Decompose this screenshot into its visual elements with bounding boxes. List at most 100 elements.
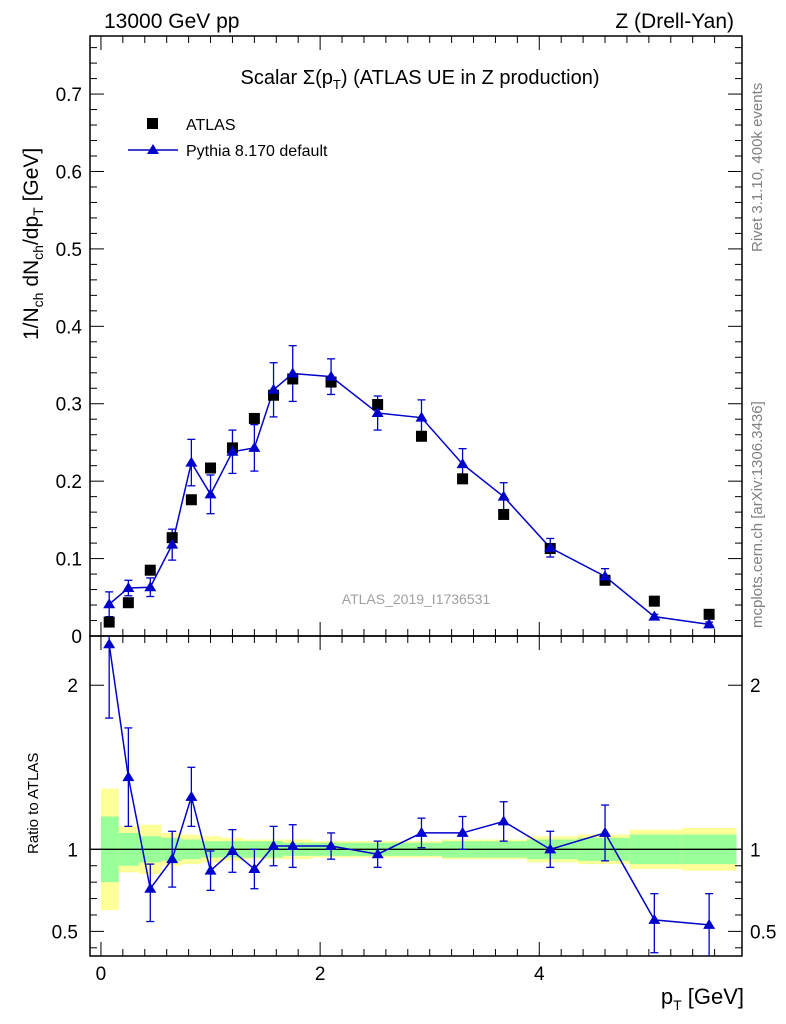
atlas-data-point <box>248 412 260 424</box>
xlabel-sub: T <box>673 997 682 1013</box>
process-label: Z (Drell-Yan) <box>615 10 734 33</box>
rivet-label: Rivet 3.1.10, 400k events <box>749 83 766 252</box>
ratio-point <box>599 826 612 837</box>
mc-data-point <box>497 490 510 501</box>
ratio-point <box>544 843 557 854</box>
ratio-point <box>103 638 116 649</box>
ratio-point <box>166 853 179 864</box>
ratio-point <box>497 815 510 826</box>
y-tick-label: 0.6 <box>56 162 82 183</box>
ylabel-part1: 1/N <box>20 307 43 340</box>
mc-data-point <box>415 411 428 422</box>
atlas-data-point <box>103 616 115 628</box>
ratio-point <box>648 913 661 924</box>
ratio-point <box>267 840 280 851</box>
atlas-data-point <box>287 373 299 385</box>
mc-data-point <box>144 581 157 592</box>
atlas-data-point <box>703 608 715 620</box>
ratio-tick-label: 1 <box>67 840 78 861</box>
ratio-point <box>185 790 198 801</box>
mc-data-point <box>286 367 299 378</box>
atlas-data-point <box>457 473 469 485</box>
atlas-data-point <box>648 595 660 607</box>
ratio-point <box>415 826 428 837</box>
ratio-point <box>204 864 217 875</box>
ylabel-part4: [GeV] <box>20 148 43 208</box>
title-suffix: ) (ATLAS UE in Z production) <box>341 67 600 89</box>
atlas-data-point <box>372 399 384 411</box>
mc-data-point <box>122 582 135 592</box>
atlas-data-point <box>144 564 156 576</box>
main-plot: 0 2 4 0 0.1 0.2 0.3 0.4 0.5 0.6 0.7 0.5 0.5 1 1 2 2 <box>52 35 776 985</box>
mc-data-point <box>599 570 612 581</box>
y-tick-label: 0.7 <box>56 85 82 106</box>
ratio-tick-label: 2 <box>67 676 78 697</box>
energy-label: 13000 GeV pp <box>104 10 239 33</box>
ylabel-sub3: T <box>30 207 46 216</box>
mc-data-point <box>248 441 261 452</box>
mc-data-point <box>648 610 661 621</box>
legend: ATLAS Pythia 8.170 default <box>128 117 328 160</box>
xlabel-part2: [GeV] <box>682 984 744 1009</box>
y-tick-label: 0.1 <box>56 550 82 571</box>
y-tick-label: 0.3 <box>56 395 82 416</box>
mc-data-point <box>226 445 239 456</box>
ratio-tick-label-right: 2 <box>750 676 761 697</box>
atlas-data-point <box>166 532 178 544</box>
atlas-data-point <box>415 430 427 442</box>
ratio-frame <box>89 635 743 957</box>
ratio-series-line <box>108 644 710 926</box>
mc-data-point <box>185 456 198 467</box>
atlas-data-point <box>185 494 197 506</box>
mc-data-point <box>456 458 469 469</box>
title-prefix: Scalar Σ(p <box>241 67 333 89</box>
title-subscript: T <box>333 77 341 92</box>
y-tick-label: 0.4 <box>56 317 83 338</box>
mc-data-point <box>267 383 280 394</box>
mc-data-point <box>204 488 217 499</box>
source-label: mcplots.cern.ch [arXiv:1306.3436] <box>749 401 766 628</box>
ylabel-sub2: ch <box>30 245 46 260</box>
ratio-point <box>371 848 384 859</box>
atlas-data-point <box>122 597 134 609</box>
mc-data-point <box>544 541 557 552</box>
ratio-point <box>144 882 157 893</box>
atlas-data-point <box>268 389 280 401</box>
analysis-watermark: ATLAS_2019_I1736531 <box>342 591 491 607</box>
x-axis-label: pT [GeV] <box>661 984 744 1013</box>
legend-data-marker <box>147 118 158 129</box>
mc-data-point <box>166 538 179 549</box>
ratio-point <box>248 863 261 874</box>
y-tick-label: 0.2 <box>56 472 82 493</box>
ratio-point <box>286 840 299 851</box>
ratio-point <box>226 844 239 855</box>
y-axis-label: 1/Nch dNch/dpT [GeV] <box>20 148 46 340</box>
x-tick-label: 0 <box>96 964 107 985</box>
atlas-data-point <box>498 508 510 520</box>
ratio-tick-label-right: 0.5 <box>750 922 776 943</box>
xlabel-part1: p <box>661 984 673 1009</box>
ratio-point <box>122 771 135 782</box>
ratio-tick-label: 0.5 <box>52 922 78 943</box>
y-tick-label: 0 <box>71 627 82 648</box>
ylabel-sub1: ch <box>30 293 46 308</box>
x-tick-label: 2 <box>315 964 326 985</box>
mc-data-point <box>371 407 384 418</box>
chart-title: Scalar Σ(pT) (ATLAS UE in Z production) <box>241 67 600 92</box>
mc-data-point <box>703 618 716 629</box>
ratio-point <box>325 840 338 851</box>
x-tick-label: 4 <box>534 964 545 985</box>
mc-series-line <box>108 372 710 626</box>
y-tick-label: 0.5 <box>56 240 82 261</box>
legend-mc-marker <box>147 144 159 154</box>
atlas-data-point <box>325 376 337 388</box>
ratio-tick-label-right: 1 <box>750 840 761 861</box>
legend-data-label: ATLAS <box>186 117 236 134</box>
ylabel-part3: /dp <box>20 216 43 245</box>
ratio-point <box>703 918 716 929</box>
ratio-y-axis-label: Ratio to ATLAS <box>25 753 42 854</box>
ylabel-part2: dN <box>20 260 43 293</box>
mc-data-point <box>325 370 338 381</box>
mc-data-point <box>103 598 116 609</box>
